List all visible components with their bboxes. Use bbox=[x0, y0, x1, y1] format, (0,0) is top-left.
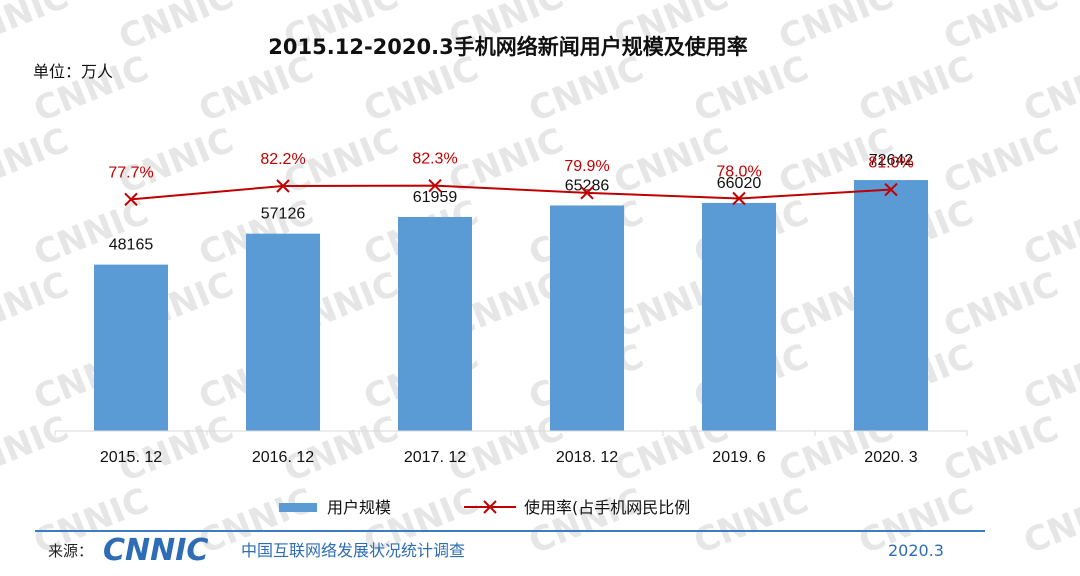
x-tick-label: 2020. 3 bbox=[864, 449, 917, 466]
line-point-0 bbox=[124, 192, 138, 207]
footer-date: 2020.3 bbox=[888, 541, 944, 560]
watermark-text: CNNIC bbox=[773, 0, 899, 58]
x-tick-label: 2015. 12 bbox=[100, 449, 162, 466]
legend: 用户规模 使用率(占手机网民比例 bbox=[279, 498, 690, 517]
bar-4 bbox=[702, 202, 776, 431]
watermark-text: CNNIC bbox=[28, 49, 154, 131]
cnnic-logo: CNNIC bbox=[103, 533, 208, 568]
watermark-text: CNNIC bbox=[0, 0, 74, 58]
line-point-1 bbox=[276, 179, 290, 193]
watermark-text: CNNIC bbox=[1018, 481, 1080, 563]
line-value-label: 79.9% bbox=[564, 158, 609, 175]
line-value-label: 82.2% bbox=[260, 151, 305, 168]
bar-value-label: 66020 bbox=[717, 175, 762, 192]
chart-title: 2015.12-2020.3手机网络新闻用户规模及使用率 bbox=[268, 35, 747, 59]
watermark-text: CNNIC bbox=[358, 49, 484, 131]
watermark-text: CNNIC bbox=[938, 121, 1064, 203]
bar-series: 48165 57126 61959 65286 66020 72642 bbox=[94, 152, 928, 431]
x-tick-label: 2017. 12 bbox=[404, 449, 466, 466]
bar-value-label: 72642 bbox=[869, 152, 914, 169]
watermark-text: CNNIC bbox=[0, 409, 74, 491]
legend-bar-swatch bbox=[279, 503, 317, 512]
watermark-text: CNNIC bbox=[938, 0, 1064, 58]
watermark-text: CNNIC bbox=[688, 481, 814, 563]
bar-3 bbox=[550, 205, 624, 431]
watermark-text: CNNIC bbox=[523, 481, 649, 563]
source-label: 来源： bbox=[48, 542, 93, 560]
bar-0 bbox=[94, 264, 168, 431]
watermark-text: CNNIC bbox=[523, 49, 649, 131]
watermark-text: CNNIC bbox=[0, 265, 74, 347]
line-point-4 bbox=[732, 191, 746, 206]
line-value-label: 81.0% bbox=[868, 155, 913, 172]
bar-2 bbox=[398, 216, 472, 431]
line-value-label: 77.7% bbox=[108, 164, 153, 181]
watermark-text: CNNIC bbox=[608, 121, 734, 203]
watermark-text: CNNIC bbox=[1018, 337, 1080, 419]
x-tick-label: 2018. 12 bbox=[556, 449, 618, 466]
line-value-label: 82.3% bbox=[412, 151, 457, 168]
watermark-text: CNNIC bbox=[1018, 193, 1080, 275]
watermark-text: CNNIC bbox=[113, 0, 239, 58]
x-tick-label: 2016. 12 bbox=[252, 449, 314, 466]
watermark-text: CNNIC bbox=[853, 49, 979, 131]
line-point-2 bbox=[428, 178, 442, 193]
bar-5 bbox=[854, 180, 928, 431]
watermark-text: CNNIC bbox=[1018, 49, 1080, 131]
watermark-text: CNNIC bbox=[938, 409, 1064, 491]
legend-line-marker bbox=[483, 500, 497, 514]
x-tick-labels: 2015. 12 2016. 12 2017. 12 2018. 12 2019. 6 2… bbox=[54, 431, 968, 466]
line-point-5 bbox=[884, 182, 898, 197]
bar-value-label: 65286 bbox=[565, 177, 610, 194]
watermark-text: CNNIC bbox=[113, 121, 239, 203]
watermark-text: CNNIC bbox=[193, 49, 319, 131]
legend-bar-label: 用户规模 bbox=[327, 498, 391, 517]
watermark-text: CNNIC bbox=[688, 49, 814, 131]
bar-value-label: 57126 bbox=[261, 206, 306, 223]
line-value-label: 78.0% bbox=[716, 164, 761, 181]
line-series: 77.7% 82.2% 82.3% 79.9% 78.0% 81.0% bbox=[108, 151, 914, 207]
bar-1 bbox=[246, 233, 320, 431]
bar-value-label: 48165 bbox=[109, 237, 154, 254]
x-tick-label: 2019. 6 bbox=[712, 449, 765, 466]
bar-value-label: 61959 bbox=[413, 189, 458, 206]
org-name: 中国互联网络发展状况统计调查 bbox=[241, 541, 465, 560]
watermark-text: CNNIC bbox=[443, 121, 569, 203]
unit-label: 单位：万人 bbox=[33, 62, 113, 81]
watermark-text: CNNIC bbox=[0, 121, 74, 203]
watermark-text: CNNIC bbox=[938, 265, 1064, 347]
line-point-3 bbox=[580, 186, 594, 200]
usage-rate-line bbox=[130, 184, 892, 201]
legend-line-label: 使用率(占手机网民比例 bbox=[524, 498, 690, 517]
